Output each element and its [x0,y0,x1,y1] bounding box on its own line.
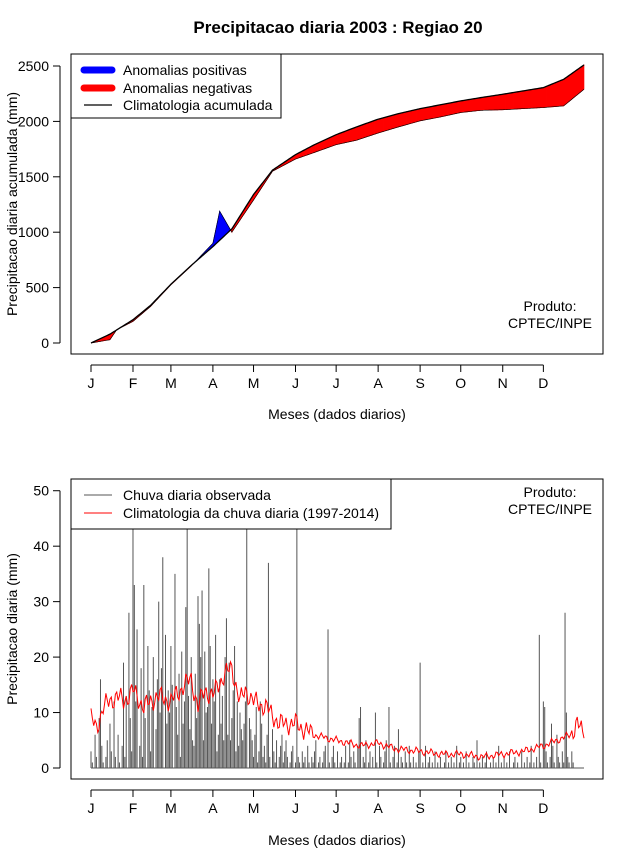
cumulative-y-tick-label: 1000 [18,224,49,240]
cumulative-x-label: Meses (dados diarios) [268,406,406,422]
daily-x-tick-label: A [208,800,218,816]
cumulative-y-tick-label: 500 [26,280,50,296]
daily-legend-box [70,478,392,530]
daily-legend: Chuva diaria observada Climatologia da c… [70,478,392,530]
legend-label-climatology: Climatologia acumulada [123,97,273,113]
daily-x-tick-label: J [292,800,299,816]
daily-panel: J F M A M J J A S O N D 0 10 20 30 40 50 Meses (dados di… [4,478,604,848]
daily-climatology-polyline [90,660,585,761]
cumulative-legend: Anomalias positivas Anomalias negativas … [70,53,282,119]
chart-title: Precipitacao diaria 2003 : Regiao 20 [193,18,482,37]
cumulative-x-tick-label: S [415,375,424,391]
cumulative-x-tick-label: O [455,375,466,391]
daily-x-tick-label: O [455,800,466,816]
cumulative-x-tick-label: M [165,375,177,391]
cumulative-y-tick-label: 2500 [18,58,49,74]
cumulative-x-tick-label: A [373,375,383,391]
daily-y-tick-label: 0 [41,760,49,776]
legend-label-positive: Anomalias positivas [123,62,247,78]
legend-label-negative: Anomalias negativas [123,80,252,96]
cumulative-y-tick-label: 0 [41,335,49,351]
daily-x-tick-label: S [415,800,424,816]
daily-x-tick-label: J [88,800,95,816]
daily-observed-bars [90,507,584,769]
cumulative-x-tick-label: J [292,375,299,391]
daily-x-tick-label: N [498,800,508,816]
daily-x-tick-label: F [129,800,138,816]
product-label-top: Produto: [524,298,577,314]
daily-y-tick-label: 20 [33,649,49,665]
product-source-top: CPTEC/INPE [508,315,592,331]
cumulative-x-tick-label: N [498,375,508,391]
cumulative-y-tick-label: 2000 [18,113,49,129]
product-label-bottom: Produto: [524,484,577,500]
legend-label-daily-climatology: Climatologia da chuva diaria (1997-2014) [123,505,379,521]
daily-y-tick-label: 30 [33,594,49,610]
climatology-cumulative-line [90,64,585,344]
daily-x-tick-label: A [373,800,383,816]
daily-x-tick-label: M [165,800,177,816]
daily-y-tick-label: 40 [33,538,49,554]
daily-climatology-line [90,660,585,761]
daily-y-tick-label: 10 [33,705,49,721]
cumulative-x-tick-label: D [538,375,548,391]
cumulative-y-tick-label: 1500 [18,169,49,185]
daily-y-axis: 0 10 20 30 40 50 [33,483,61,776]
cumulative-series [90,64,585,344]
product-source-bottom: CPTEC/INPE [508,501,592,517]
cumulative-x-tick-label: A [208,375,218,391]
cumulative-x-tick-label: M [248,375,260,391]
cumulative-y-axis: 0 500 1000 1500 2000 2500 [18,58,61,351]
cumulative-x-tick-label: J [88,375,95,391]
daily-x-label: Meses (dados diarios) [268,832,406,848]
cumulative-x-tick-label: F [129,375,138,391]
daily-y-tick-label: 50 [33,483,49,499]
daily-y-label: Precipitacao diaria (mm) [4,553,20,705]
legend-label-observed: Chuva diaria observada [123,487,271,503]
cumulative-y-label: Precipitacao diaria acumulada (mm) [4,92,20,316]
cumulative-x-tick-label: J [333,375,340,391]
negative-anomaly-segment [582,64,585,92]
cumulative-panel: J F M A M J J A S O N D 0 500 1000 1500 2000 2500 Meses … [4,53,604,422]
daily-x-tick-label: J [333,800,340,816]
daily-x-tick-label: D [538,800,548,816]
daily-x-tick-label: M [248,800,260,816]
